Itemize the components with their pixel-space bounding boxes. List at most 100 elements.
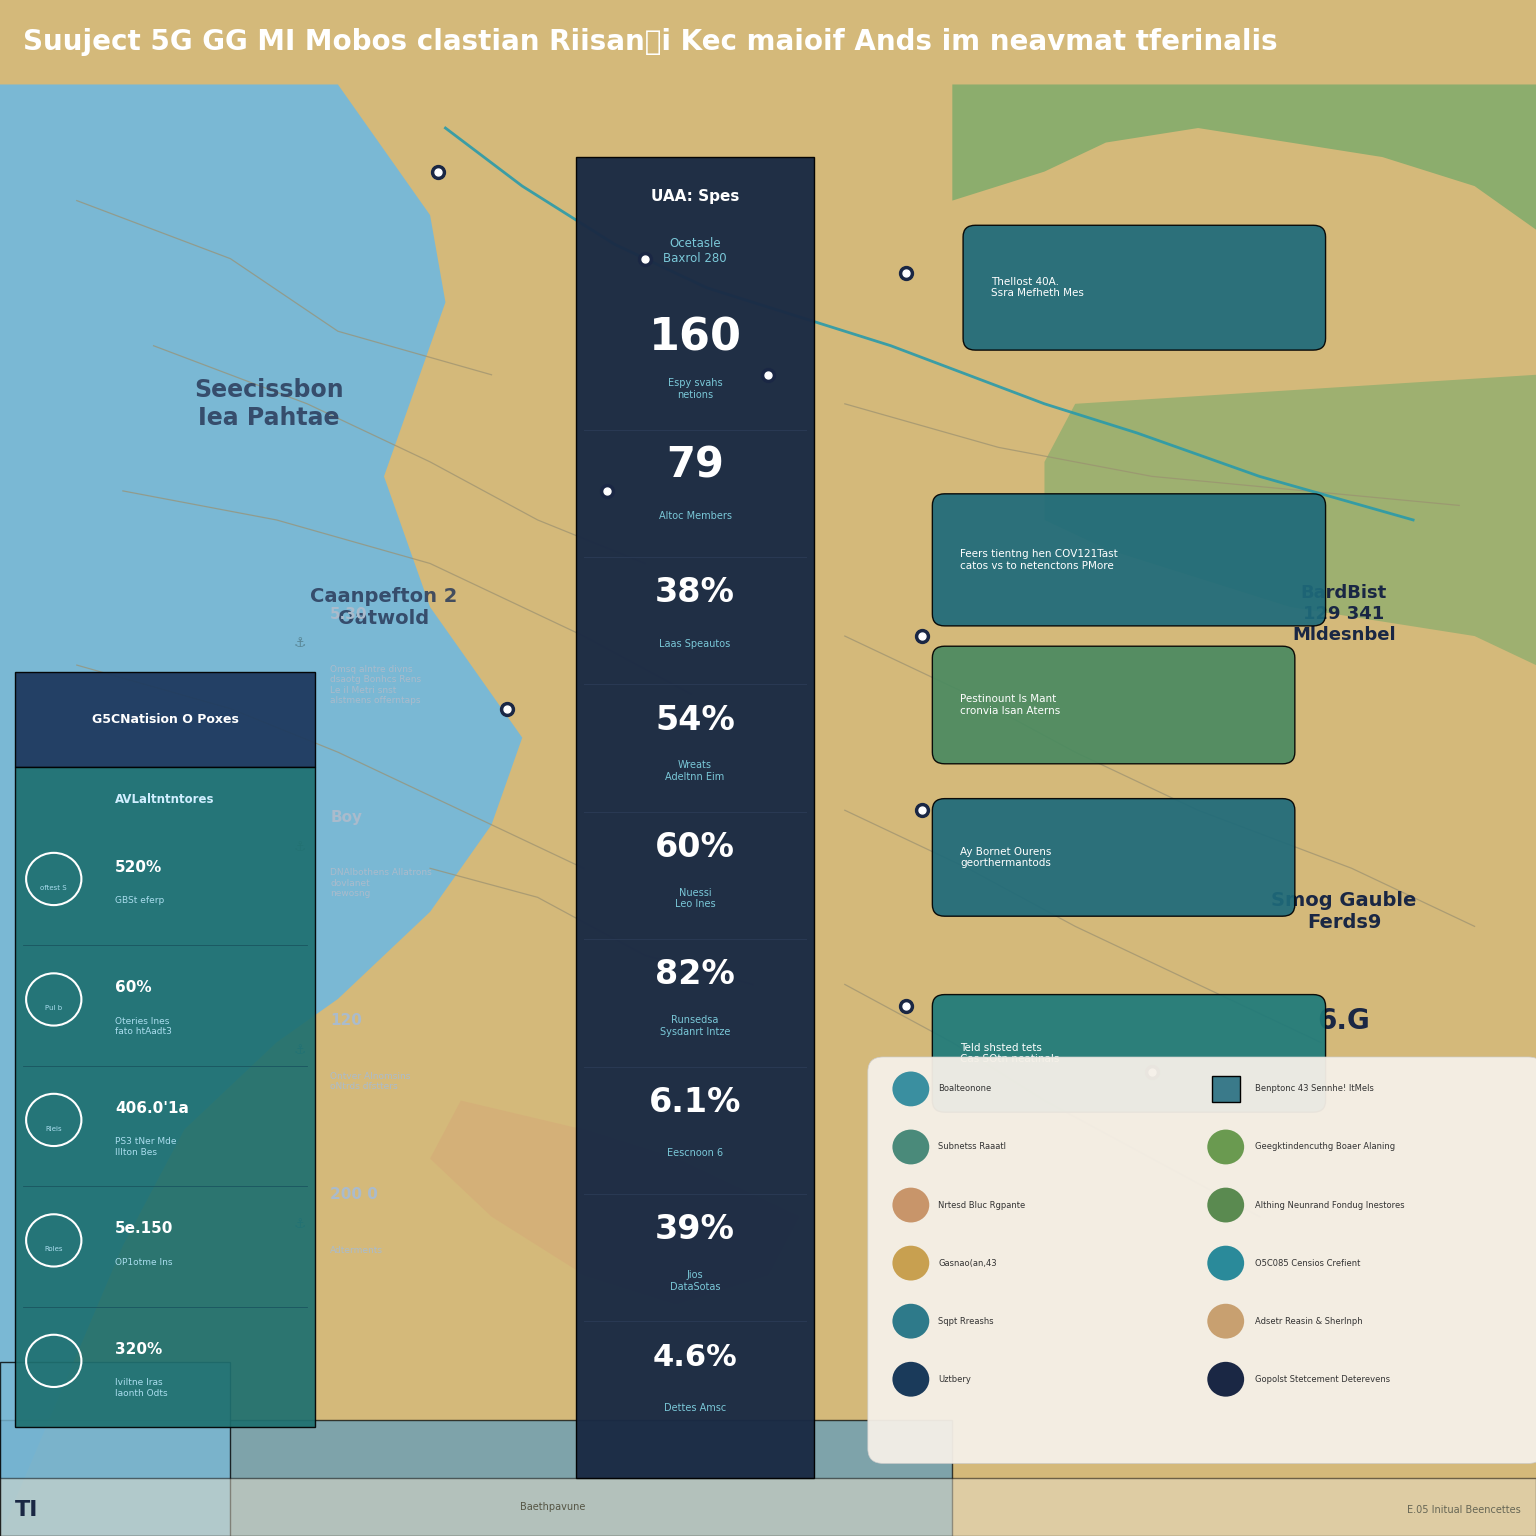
Text: G5CNatision O Poxes: G5CNatision O Poxes <box>92 713 238 727</box>
FancyBboxPatch shape <box>15 766 315 1427</box>
Text: Adsetr Reasin & Sherlnph: Adsetr Reasin & Sherlnph <box>1255 1316 1362 1326</box>
Text: 38%: 38% <box>654 576 736 610</box>
Text: Gasnao(an,43: Gasnao(an,43 <box>938 1258 997 1267</box>
Text: Althing Neunrand Fondug Inestores: Althing Neunrand Fondug Inestores <box>1255 1201 1404 1209</box>
Text: Teld shsted tets
Cas SOtn neatinals: Teld shsted tets Cas SOtn neatinals <box>960 1043 1060 1064</box>
Text: Pestinount Is Mant
cronvia Isan Aterns: Pestinount Is Mant cronvia Isan Aterns <box>960 694 1060 716</box>
FancyBboxPatch shape <box>932 995 1326 1112</box>
Polygon shape <box>952 84 1536 230</box>
Text: 4.6%: 4.6% <box>653 1342 737 1372</box>
Text: TI: TI <box>15 1499 38 1521</box>
Circle shape <box>1207 1304 1244 1338</box>
Text: 120: 120 <box>330 1012 362 1028</box>
FancyBboxPatch shape <box>963 226 1326 350</box>
Text: 5e.150: 5e.150 <box>115 1221 174 1236</box>
Text: Dettes Amsc: Dettes Amsc <box>664 1404 727 1413</box>
Text: Eescnoon 6: Eescnoon 6 <box>667 1149 723 1158</box>
Text: Geegktindencuthg Boaer Alaning: Geegktindencuthg Boaer Alaning <box>1255 1143 1395 1152</box>
Polygon shape <box>0 84 522 1536</box>
Circle shape <box>892 1246 929 1281</box>
Text: 160: 160 <box>648 316 742 359</box>
Text: Uztbery: Uztbery <box>938 1375 971 1384</box>
Text: 6.G: 6.G <box>1318 1006 1370 1035</box>
FancyBboxPatch shape <box>868 1057 1536 1464</box>
Circle shape <box>892 1129 929 1164</box>
FancyBboxPatch shape <box>1212 1075 1240 1101</box>
Text: Laas Speautos: Laas Speautos <box>659 639 731 648</box>
FancyBboxPatch shape <box>932 799 1295 915</box>
Text: Feers tientng hen COV121Tast
catos vs to netenctons PMore: Feers tientng hen COV121Tast catos vs to… <box>960 548 1118 571</box>
Text: 60%: 60% <box>654 831 736 865</box>
Text: ⚓: ⚓ <box>293 636 306 650</box>
Text: Subnetss Raaatl: Subnetss Raaatl <box>938 1143 1006 1152</box>
Text: ⚓: ⚓ <box>293 1217 306 1230</box>
Text: 82%: 82% <box>656 958 734 991</box>
Text: 200 0: 200 0 <box>330 1187 378 1203</box>
Text: OP1otme Ins: OP1otme Ins <box>115 1258 172 1267</box>
Text: Boy: Boy <box>330 809 362 825</box>
Text: Seecissbon
Iea Pahtae: Seecissbon Iea Pahtae <box>194 378 344 430</box>
Text: 54%: 54% <box>656 703 734 737</box>
Text: Pul b: Pul b <box>45 1005 63 1011</box>
Text: Ay Bornet Ourens
georthermantods: Ay Bornet Ourens georthermantods <box>960 846 1051 868</box>
Circle shape <box>1207 1246 1244 1281</box>
FancyBboxPatch shape <box>576 157 814 1478</box>
Text: Adterments: Adterments <box>330 1246 384 1255</box>
Text: Suuject 5G GG MI Mobos clastian Riisanᨚi Kec maioif Ands im neavmat tferinalis: Suuject 5G GG MI Mobos clastian Riisanᨚi… <box>23 28 1278 57</box>
Text: UAA: Spes: UAA: Spes <box>651 189 739 204</box>
Circle shape <box>892 1072 929 1106</box>
Circle shape <box>892 1362 929 1396</box>
FancyBboxPatch shape <box>0 1419 952 1536</box>
Circle shape <box>1207 1187 1244 1223</box>
Text: GBSt eferp: GBSt eferp <box>115 897 164 905</box>
FancyBboxPatch shape <box>15 673 315 766</box>
Text: Ontver Alnomsins
oNtrds dfstters: Ontver Alnomsins oNtrds dfstters <box>330 1072 410 1091</box>
Text: Nuessi
Leo Ines: Nuessi Leo Ines <box>674 888 716 909</box>
Text: Nrtesd Bluc Rgpante: Nrtesd Bluc Rgpante <box>938 1201 1026 1209</box>
Text: Jios
DataSotas: Jios DataSotas <box>670 1270 720 1292</box>
Polygon shape <box>430 1100 799 1304</box>
Text: Oteries Ines
fato htAadt3: Oteries Ines fato htAadt3 <box>115 1017 172 1037</box>
Text: Caanpefton 2
Oatwold: Caanpefton 2 Oatwold <box>310 587 458 628</box>
FancyBboxPatch shape <box>0 1362 230 1536</box>
Text: 60%: 60% <box>115 980 152 995</box>
Text: 320%: 320% <box>115 1342 163 1356</box>
Text: DNAlbothens Allatrons
dovlanet
newosng: DNAlbothens Allatrons dovlanet newosng <box>330 868 432 899</box>
Text: Altoc Members: Altoc Members <box>659 511 731 521</box>
Text: AVLaltntntores: AVLaltntntores <box>115 793 215 806</box>
Polygon shape <box>1044 375 1536 665</box>
Text: ⚓: ⚓ <box>293 840 306 854</box>
Circle shape <box>1207 1362 1244 1396</box>
Text: Thellost 40A.
Ssra Mefheth Mes: Thellost 40A. Ssra Mefheth Mes <box>991 276 1083 298</box>
Text: Runsedsa
Sysdanrt Intze: Runsedsa Sysdanrt Intze <box>660 1015 730 1037</box>
Circle shape <box>892 1304 929 1338</box>
Text: 39%: 39% <box>654 1213 736 1246</box>
FancyBboxPatch shape <box>0 1478 1536 1536</box>
Text: Benptonc 43 Sennhe! ItMels: Benptonc 43 Sennhe! ItMels <box>1255 1084 1373 1094</box>
Text: 6.1%: 6.1% <box>648 1086 742 1118</box>
Text: Iviltne Iras
laonth Odts: Iviltne Iras laonth Odts <box>115 1378 167 1398</box>
Text: Baethpavune: Baethpavune <box>521 1502 585 1511</box>
Text: Omsq alntre divns
dsaotg Bonhcs Rens
Le il Metri snst
alstmens offerntaps: Omsq alntre divns dsaotg Bonhcs Rens Le … <box>330 665 421 705</box>
FancyBboxPatch shape <box>932 493 1326 625</box>
Text: Smog Gauble
Ferds9: Smog Gauble Ferds9 <box>1272 891 1416 932</box>
Text: 5.30: 5.30 <box>330 607 367 622</box>
Text: PS3 tNer Mde
IlIton Bes: PS3 tNer Mde IlIton Bes <box>115 1137 177 1157</box>
Circle shape <box>1207 1129 1244 1164</box>
FancyBboxPatch shape <box>932 647 1295 763</box>
Text: 520%: 520% <box>115 860 163 876</box>
Text: O5C085 Censios Crefient: O5C085 Censios Crefient <box>1255 1258 1361 1267</box>
Text: oftest S: oftest S <box>40 885 68 891</box>
Text: ⚓: ⚓ <box>293 1043 306 1057</box>
Text: Espy svahs
netions: Espy svahs netions <box>668 378 722 399</box>
Text: 406.0'1a: 406.0'1a <box>115 1101 189 1115</box>
Circle shape <box>892 1187 929 1223</box>
Text: Gopolst Stetcement Deterevens: Gopolst Stetcement Deterevens <box>1255 1375 1390 1384</box>
Text: Sqpt Rreashs: Sqpt Rreashs <box>938 1316 994 1326</box>
Text: E.05 Initual Beencettes: E.05 Initual Beencettes <box>1407 1505 1521 1514</box>
Text: BardBist
129 341
Mldesnbel: BardBist 129 341 Mldesnbel <box>1292 585 1396 644</box>
Text: Boalteonone: Boalteonone <box>938 1084 992 1094</box>
Text: Wreats
Adeltnn Eim: Wreats Adeltnn Eim <box>665 760 725 782</box>
Text: Roles: Roles <box>45 1246 63 1252</box>
Text: 79: 79 <box>667 444 723 487</box>
